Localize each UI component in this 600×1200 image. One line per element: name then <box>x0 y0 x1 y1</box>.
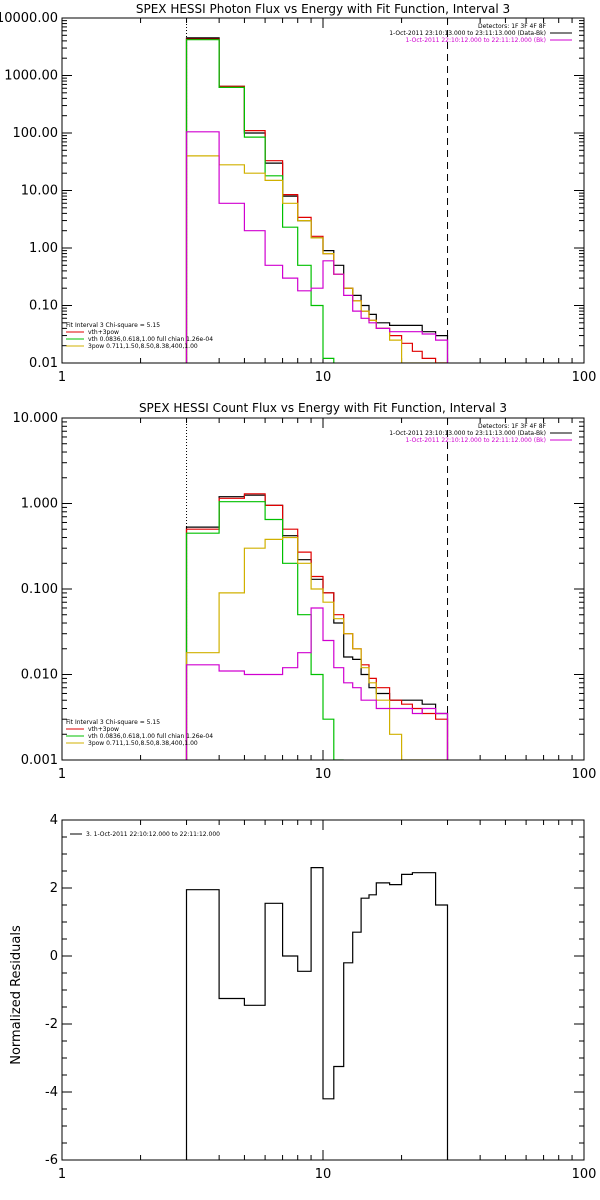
y-tick-label: 0.01 <box>29 356 58 371</box>
y-tick-label: 10000.00 <box>0 11 58 26</box>
detector-info-text: Detectors: 1F 3F 4F 8F <box>478 23 547 30</box>
plot-frame <box>61 17 585 364</box>
fit-legend-text: vth 0.0836,0.618,1.00 full chian 1.26e-0… <box>88 336 213 343</box>
series-residual-line <box>185 867 449 1160</box>
x-tick-label: 1 <box>58 370 66 385</box>
series-bk-line <box>185 607 449 760</box>
x-tick-label: 100 <box>572 767 597 782</box>
x-tick-label: 1 <box>58 767 66 782</box>
detector-info-text: 1-Oct-2011 22:10:12.000 to 22:11:12.000 … <box>406 437 547 444</box>
residual-legend-text: 3. 1-Oct-2011 22:10:12.000 to 22:11:12.0… <box>86 831 220 838</box>
y-tick-label: 0.010 <box>21 668 58 683</box>
fit-legend-text: vth+3pow <box>88 329 119 336</box>
y-tick-label: -4 <box>45 1085 58 1100</box>
detector-info-text: 1-Oct-2011 23:10:13.000 to 23:11:13.000 … <box>389 430 546 437</box>
residuals-panel: Normalized Residuals 1 10 100 -6 -4 -2 0 2 4 3. 1… <box>9 813 596 1182</box>
residuals-ylabel: Normalized Residuals <box>9 925 24 1065</box>
x-tick-label: 100 <box>572 1167 597 1182</box>
y-tick-label: 0.100 <box>21 582 58 597</box>
y-tick-label: -6 <box>45 1153 58 1168</box>
x-tick-label: 10 <box>315 370 332 385</box>
y-tick-label: 0.10 <box>29 299 58 314</box>
y-tick-label: 1000.00 <box>4 69 58 84</box>
series-group <box>185 867 449 1160</box>
fit-legend-text: 3pow 0.711,1.50,8.50,8.38,400,1.00 <box>88 740 198 747</box>
detector-info-text: 1-Oct-2011 22:10:12.000 to 22:11:12.000 … <box>406 37 547 44</box>
series-group <box>185 493 449 760</box>
y-tick-label: 100.00 <box>13 126 59 141</box>
series-data-bk-line <box>185 494 449 760</box>
count-flux-panel: SPEX HESSI Count Flux vs Energy with Fit… <box>13 401 597 782</box>
y-tick-label: 4 <box>50 813 58 828</box>
fit-legend-text: Fit Interval 3 Chi-square = 5.15 <box>66 322 160 329</box>
y-tick-label: 10.00 <box>21 184 58 199</box>
y-tick-label: 1.00 <box>29 241 58 256</box>
series-vth-3pow-line <box>185 493 449 760</box>
series-3pow-line <box>185 536 448 760</box>
detector-info-text: Detectors: 1F 3F 4F 8F <box>478 423 547 430</box>
y-tick-label: 0.001 <box>21 753 58 768</box>
y-tick-label: -2 <box>45 1017 58 1032</box>
x-tick-label: 100 <box>572 370 597 385</box>
fit-legend-text: vth+3pow <box>88 726 119 733</box>
photon-flux-panel: SPEX HESSI Photon Flux vs Energy with Fi… <box>0 2 596 385</box>
plot-frame <box>61 417 585 761</box>
y-tick-label: 2 <box>50 881 58 896</box>
series-vth-line <box>185 501 344 760</box>
x-tick-label: 1 <box>58 1167 66 1182</box>
y-tick-label: 10.000 <box>13 411 59 426</box>
detector-info-text: 1-Oct-2011 23:10:13.000 to 23:11:13.000 … <box>389 30 546 37</box>
plot-frame <box>61 819 585 1161</box>
photon-flux-title: SPEX HESSI Photon Flux vs Energy with Fi… <box>136 2 510 16</box>
y-tick-label: 1.000 <box>21 497 58 512</box>
count-flux-title: SPEX HESSI Count Flux vs Energy with Fit… <box>139 401 507 415</box>
series-bk-line <box>185 131 449 363</box>
y-tick-label: 0 <box>50 949 58 964</box>
x-tick-label: 10 <box>315 1167 332 1182</box>
x-tick-label: 10 <box>315 767 332 782</box>
fit-legend-text: 3pow 0.711,1.50,8.50,8.38,400,1.00 <box>88 343 198 350</box>
series-group <box>185 37 449 363</box>
fit-legend-text: Fit Interval 3 Chi-square = 5.15 <box>66 719 160 726</box>
fit-legend-text: vth 0.0836,0.618,1.00 full chian 1.26e-0… <box>88 733 213 740</box>
series-vth-line <box>185 39 335 363</box>
